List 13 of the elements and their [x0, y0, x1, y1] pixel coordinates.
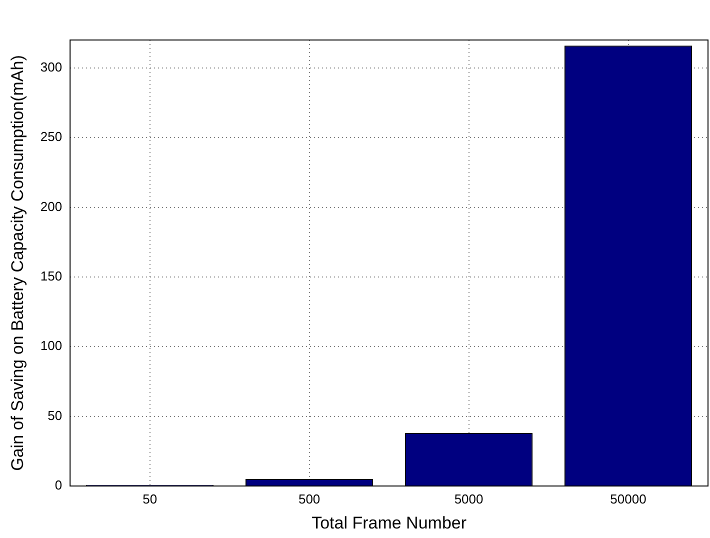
- y-tick-label: 200: [40, 198, 62, 214]
- x-tick-label: 50: [142, 491, 158, 506]
- y-tick-label: 300: [40, 59, 62, 74]
- x-tick-label: 50000: [610, 491, 646, 506]
- y-tick-label: 0: [54, 478, 62, 493]
- x-axis-title: Total Frame Number: [312, 513, 467, 532]
- x-tick-label: 500: [298, 491, 320, 506]
- y-axis-title: Gain of Saving on Battery Capacity Consumption(mAh): [8, 55, 27, 471]
- x-tick-label: 5000: [454, 491, 484, 506]
- y-tick-label: 150: [40, 268, 62, 284]
- y-tick-label: 50: [48, 408, 62, 423]
- y-tick-label: 100: [40, 338, 62, 354]
- y-tick-label: 250: [40, 129, 62, 144]
